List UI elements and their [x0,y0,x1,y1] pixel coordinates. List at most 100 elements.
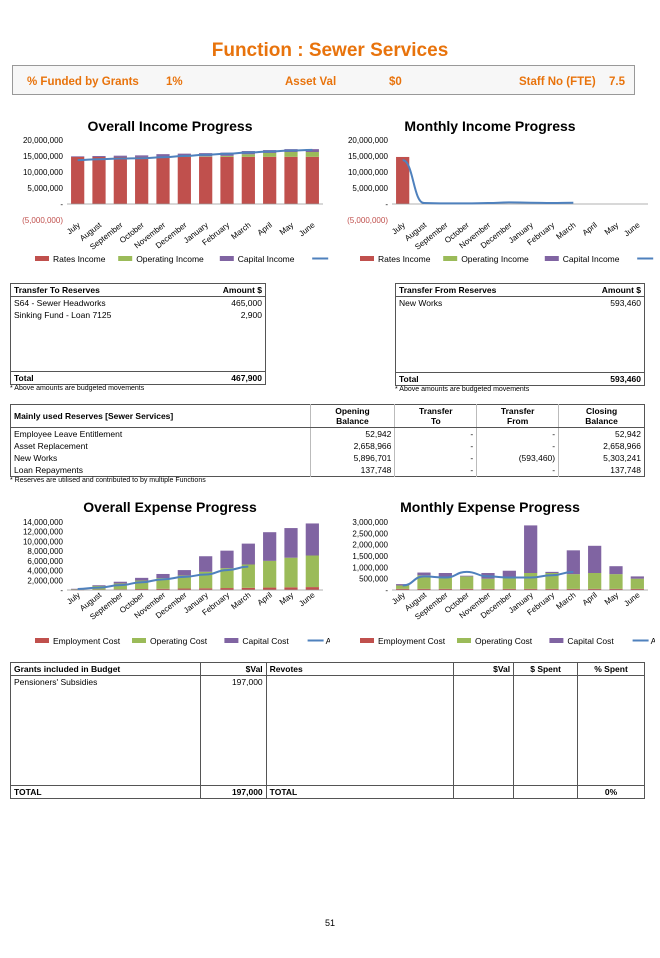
bar-capital-cost [305,523,319,556]
y-tick-label: 5,000,000 [352,184,388,193]
legend-label: Employment Cost [378,636,446,646]
x-tick-label: May [278,590,295,606]
transfer-to-table: Transfer To Reserves Amount $ S64 - Sewe… [10,283,266,392]
y-tick-label: 10,000,000 [23,168,64,177]
bar-capital-cost [156,573,170,579]
x-tick-label: May [603,590,620,606]
row-label: New Works [399,298,443,308]
bar-capital-cost [199,556,213,572]
legend-label: Operating Cost [475,636,533,646]
transfer-to-amount-header: Amount $ [187,283,266,297]
bar-capital-cost [609,566,623,575]
transfer-from-amount-header: Amount $ [568,283,645,297]
legend-swatch [35,638,49,643]
actual-line [402,570,574,587]
bar-capital-cost [438,573,452,578]
bar-operating-cost [438,577,452,589]
bar-capital-cost [241,543,255,565]
x-tick-label: April [581,590,599,607]
actual-line [77,148,313,162]
legend-label: Capital Income [238,254,295,264]
bar-operating-income [305,152,319,157]
row-amount: 593,460 [610,298,641,308]
row-label: Sinking Fund - Loan 7125 [14,310,112,320]
asset-val-label: Asset Val [285,76,337,88]
summary-bar: % Funded by Grants 1% Asset Val $0 Staff… [12,65,635,95]
overall-expense-chart: 14,000,00012,000,00010,000,0008,000,0006… [23,518,330,646]
legend-label: Operating Income [136,254,204,264]
y-tick-label: 20,000,000 [23,136,64,145]
transfer-to-note: * Above amounts are budgeted movements [10,384,145,392]
revotes-col-spent: $ Spent [513,662,579,676]
y-tick-label: 5,000,000 [27,184,63,193]
bar-employment-cost [177,588,191,590]
grants-total-label: TOTAL [10,785,201,799]
monthly-income-title: Monthly Income Progress [404,118,576,134]
col-transfer-from: Transfer From [476,404,560,428]
transfer-to-header: Transfer To Reserves [10,283,188,297]
bar-employment-cost [135,589,149,590]
bar-employment-cost [502,588,516,590]
bar-rates-income [156,156,170,204]
transfer-from-total-label: Total [399,373,419,384]
bar-employment-cost [566,588,580,590]
bar-employment-cost [460,588,474,590]
bar-employment-cost [113,589,127,590]
x-tick-label: March [230,590,253,611]
actual-line [402,159,574,205]
y-tick-label: 1,000,000 [352,563,388,572]
bar-employment-cost [199,588,213,590]
monthly-expense-chart: 3,000,000 2,500,000 2,000,000 1,500,000 1,00… [352,518,655,646]
bar-operating-cost [630,578,644,589]
col-transfer-to: Transfer To [394,404,478,428]
y-tick-label: - [385,200,388,209]
bar-operating-cost [113,583,127,590]
bar-operating-income [220,155,234,157]
bar-rates-income [71,156,85,204]
y-tick-label: 3,000,000 [352,518,388,527]
bar-employment-cost [545,588,559,590]
grants-funded-value: 1% [166,76,183,88]
bar-capital-cost [545,571,559,573]
x-tick-label: May [603,220,620,236]
bar-capital-income [92,156,106,157]
y-tick-label: 500,000 [359,575,388,584]
x-tick-label: April [581,220,599,237]
bar-capital-cost [460,575,474,577]
x-tick-label: April [256,590,274,607]
y-tick-label: 20,000,000 [348,136,389,145]
bar-employment-cost [609,588,623,590]
x-tick-label: June [622,220,642,238]
bar-capital-cost [113,581,127,584]
revotes-total-label: TOTAL [266,785,455,799]
bar-capital-cost [502,570,516,578]
bar-operating-income [199,156,213,157]
bar-operating-cost [502,577,516,589]
bar-capital-income [71,156,85,157]
revotes-pct-total: 0% [604,787,618,797]
y-tick-label: 4,000,000 [27,567,63,576]
x-tick-label: April [256,220,274,237]
bar-capital-cost [220,550,234,569]
reserves-title: Mainly used Reserves [Sewer Services] [10,404,311,428]
y-tick-label: 10,000,000 [23,537,64,546]
staff-no-value: 7.5 [609,76,625,88]
revotes-col-label: Revotes [266,662,455,676]
bar-employment-cost [524,588,538,590]
table-row: Sinking Fund - Loan 7125 2,900 [11,309,266,321]
y-tick-label: 15,000,000 [348,152,389,161]
bar-employment-cost [417,588,431,590]
y-tick-label: - [385,586,388,595]
legend-label: Actual [651,636,655,646]
legend-label: Capital Cost [242,636,289,646]
y-tick-label: 14,000,000 [23,518,64,527]
page-number: 51 [324,918,335,928]
legend-label: Employment Cost [53,636,121,646]
asset-val-value: $0 [389,76,402,88]
transfer-from-header: Transfer From Reserves [395,283,569,297]
y-tick-label: 2,000,000 [27,576,63,585]
y-tick-label: 2,500,000 [352,529,388,538]
bar-capital-cost [417,572,431,576]
legend-swatch [544,256,559,261]
bar-rates-income [396,156,410,204]
